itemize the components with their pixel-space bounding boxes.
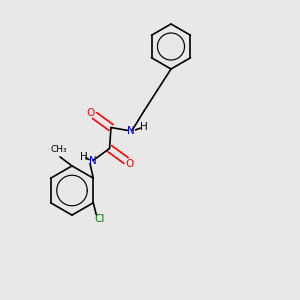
- Text: N: N: [89, 155, 97, 166]
- Text: Cl: Cl: [94, 214, 104, 224]
- Text: H: H: [80, 152, 87, 162]
- Text: H: H: [140, 122, 147, 133]
- Text: N: N: [127, 125, 134, 136]
- Text: CH₃: CH₃: [50, 145, 67, 154]
- Text: O: O: [87, 107, 95, 118]
- Text: O: O: [125, 158, 134, 169]
